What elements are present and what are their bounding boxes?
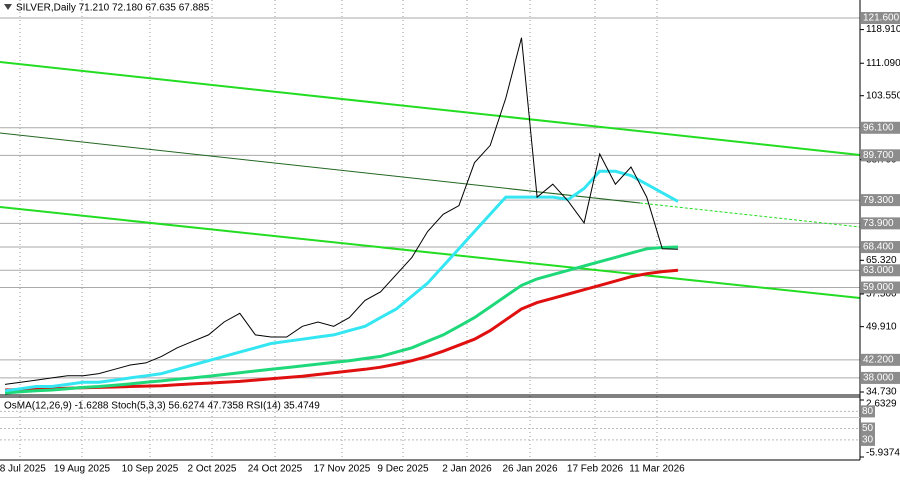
x-tick-label: 2 Jan 2026 [442, 464, 492, 475]
series-line [4, 268, 679, 392]
y-tick-label: 57.500 [866, 289, 897, 300]
indicator-level-box [861, 422, 875, 435]
level-label: 121.600 [863, 13, 900, 24]
level-box [861, 121, 900, 134]
level-label: 42.200 [863, 354, 894, 365]
level-label: 63.000 [863, 265, 894, 276]
level-box [861, 217, 900, 230]
indicator-level-box [861, 433, 875, 446]
x-tick-label: 24 Oct 2025 [248, 464, 303, 475]
level-label: 68.400 [863, 242, 894, 253]
indicator-level-box [861, 405, 875, 418]
series-line [4, 37, 679, 385]
level-box [861, 353, 900, 366]
y-tick-label: 65.320 [866, 255, 897, 266]
level-box [861, 241, 900, 254]
indicator-level-label: 50 [862, 423, 874, 434]
level-box [861, 264, 900, 277]
level-box [861, 149, 900, 162]
indicator-title: OsMA(12,26,9) -1.6288 Stoch(5,3,3) 56.62… [4, 401, 320, 412]
level-label: 73.900 [863, 218, 894, 229]
trend-line [0, 206, 861, 299]
series-line [4, 245, 679, 395]
level-box [861, 281, 900, 294]
x-tick-label: 17 Nov 2025 [314, 464, 371, 475]
y-tick-label: 111.090 [866, 58, 900, 69]
indicator-level-label: 30 [862, 435, 874, 446]
trend-line [639, 202, 861, 228]
y-tick-label: 34.730 [866, 387, 897, 398]
level-label: 89.700 [863, 150, 894, 161]
grid [0, 0, 860, 460]
level-box [861, 194, 900, 207]
x-tick-label: 9 Dec 2025 [377, 464, 429, 475]
chart-title: SILVER,Daily 71.210 72.180 67.635 67.885 [16, 3, 210, 14]
trend-line [0, 61, 861, 156]
level-label: 38.000 [863, 373, 894, 384]
x-tick-label: 2 Oct 2025 [188, 464, 237, 475]
y-tick-label: 118.910 [866, 24, 900, 35]
indicator-level-label: 80 [862, 406, 874, 417]
indicator-tick-label: 2.6329 [866, 399, 897, 410]
x-tick-label: 10 Sep 2025 [122, 464, 179, 475]
level-label: 96.100 [863, 122, 894, 133]
indicator-tick-label: -5.9374 [866, 448, 900, 459]
trend-line [0, 132, 641, 204]
level-label: 79.300 [863, 195, 894, 206]
level-box [861, 12, 900, 24]
y-tick-label: 49.910 [866, 321, 897, 332]
x-tick-label: 28 Jul 2025 [0, 464, 46, 475]
x-tick-label: 26 Jan 2026 [502, 464, 557, 475]
level-label: 59.000 [863, 282, 894, 293]
level-box [861, 371, 900, 384]
x-tick-label: 11 Mar 2026 [629, 464, 685, 475]
x-tick-label: 19 Aug 2025 [54, 464, 111, 475]
y-tick-label: 103.550 [866, 90, 900, 101]
collapse-icon[interactable] [4, 4, 12, 10]
x-tick-label: 17 Feb 2026 [567, 464, 624, 475]
